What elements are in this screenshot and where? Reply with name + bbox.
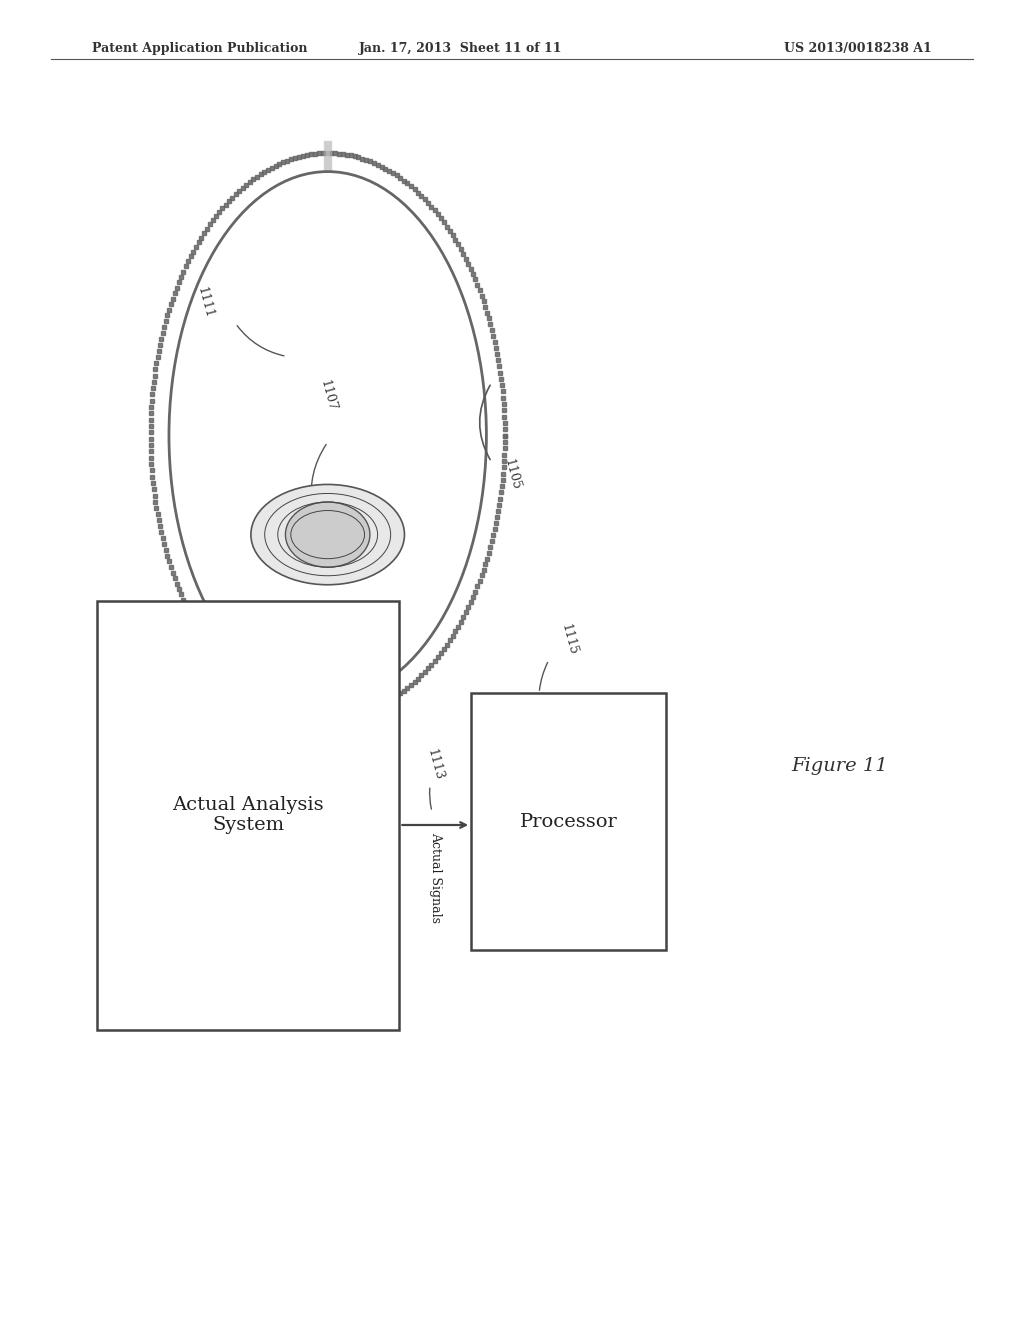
Text: US 2013/0018238 A1: US 2013/0018238 A1 [784, 42, 932, 55]
Ellipse shape [251, 484, 404, 585]
Text: 1109: 1109 [251, 721, 271, 755]
FancyBboxPatch shape [97, 601, 399, 1030]
Text: 1101: 1101 [348, 692, 369, 726]
Ellipse shape [286, 502, 370, 568]
Ellipse shape [169, 172, 486, 700]
Text: Actual Signals: Actual Signals [429, 832, 441, 923]
Text: Figure 11: Figure 11 [792, 756, 888, 775]
Text: Processor: Processor [519, 813, 617, 830]
Text: 1105: 1105 [502, 457, 522, 491]
Text: Jan. 17, 2013  Sheet 11 of 11: Jan. 17, 2013 Sheet 11 of 11 [359, 42, 562, 55]
Text: Patent Application Publication: Patent Application Publication [92, 42, 307, 55]
Text: 1113: 1113 [425, 747, 445, 781]
Text: 1107: 1107 [317, 378, 338, 412]
FancyBboxPatch shape [471, 693, 666, 950]
Text: 1111: 1111 [195, 285, 215, 319]
Text: Actual Analysis
System: Actual Analysis System [172, 796, 325, 834]
Text: 1115: 1115 [559, 622, 580, 656]
Text: 1103: 1103 [302, 714, 323, 748]
